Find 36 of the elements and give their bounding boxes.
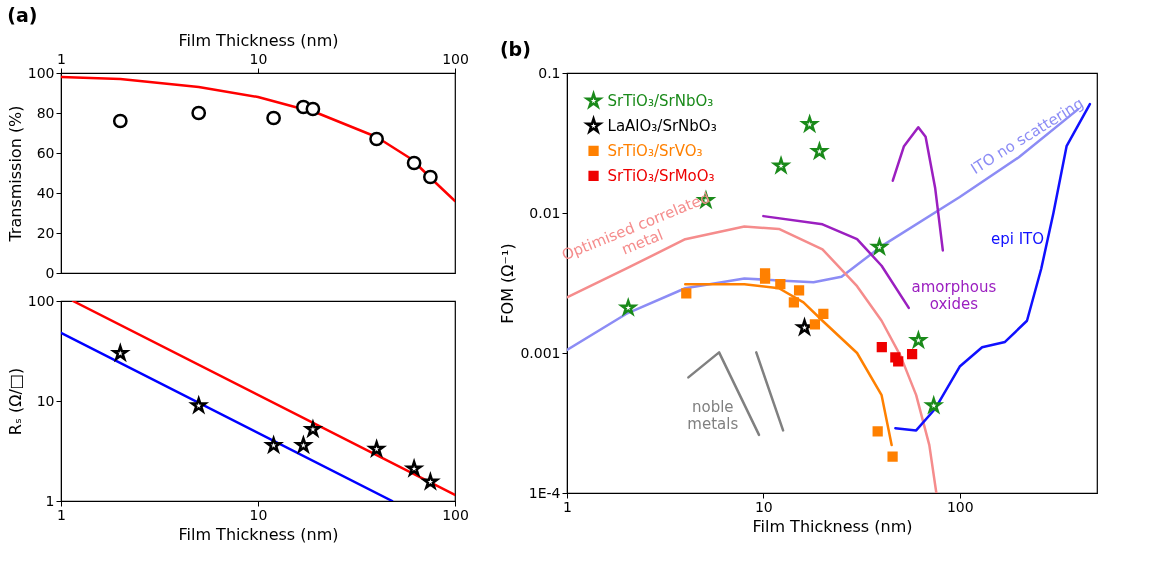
x-tick-label: 1 xyxy=(57,50,66,67)
annotation: noble metals xyxy=(687,397,739,433)
y-axis-title: Transmission (%) xyxy=(5,105,25,243)
x-tick-label: 10 xyxy=(249,50,268,67)
y-tick-label: 10 xyxy=(36,392,55,409)
annotation: epi ITO xyxy=(990,229,1045,248)
y-tick-label: 40 xyxy=(36,184,55,201)
y-tick-label: 100 xyxy=(27,64,55,81)
y-tick-label: 0 xyxy=(45,264,55,281)
chart-title: (b) xyxy=(499,38,531,60)
y-axis-title: Rₛ (Ω/□) xyxy=(5,367,25,436)
chart-title: (a) xyxy=(7,4,38,26)
y-tick-label: 0.001 xyxy=(520,344,561,361)
x-tick-label: 100 xyxy=(442,50,469,67)
x-tick-label: 100 xyxy=(946,498,974,515)
x-axis-title: Film Thickness (nm) xyxy=(178,30,339,50)
x-tick-label: 10 xyxy=(754,498,773,515)
x-axis-title: Film Thickness (nm) xyxy=(752,516,913,536)
y-axis-title: FOM (Ω⁻¹) xyxy=(498,243,518,324)
y-tick-label: 0.01 xyxy=(529,204,561,221)
annotation: amorphous oxides xyxy=(911,278,997,314)
y-tick-label: 60 xyxy=(36,144,55,161)
legend-label: SrTiO₃/SrVO₃ xyxy=(607,141,703,160)
x-tick-label: 1 xyxy=(563,498,572,515)
y-tick-label: 100 xyxy=(27,292,55,309)
y-tick-label: 20 xyxy=(36,224,55,241)
x-tick-label: 1 xyxy=(57,506,66,523)
x-tick-label: 10 xyxy=(249,506,268,523)
y-tick-label: 80 xyxy=(36,104,55,121)
legend-label: LaAlO₃/SrNbO₃ xyxy=(607,116,717,135)
x-axis-title: Film Thickness (nm) xyxy=(178,524,339,544)
y-tick-label: 1E-4 xyxy=(528,484,561,501)
legend-label: SrTiO₃/SrNbO₃ xyxy=(607,91,714,110)
x-tick-label: 100 xyxy=(442,506,469,523)
legend-label: SrTiO₃/SrMoO₃ xyxy=(607,166,715,185)
y-tick-label: 0.1 xyxy=(538,64,561,81)
